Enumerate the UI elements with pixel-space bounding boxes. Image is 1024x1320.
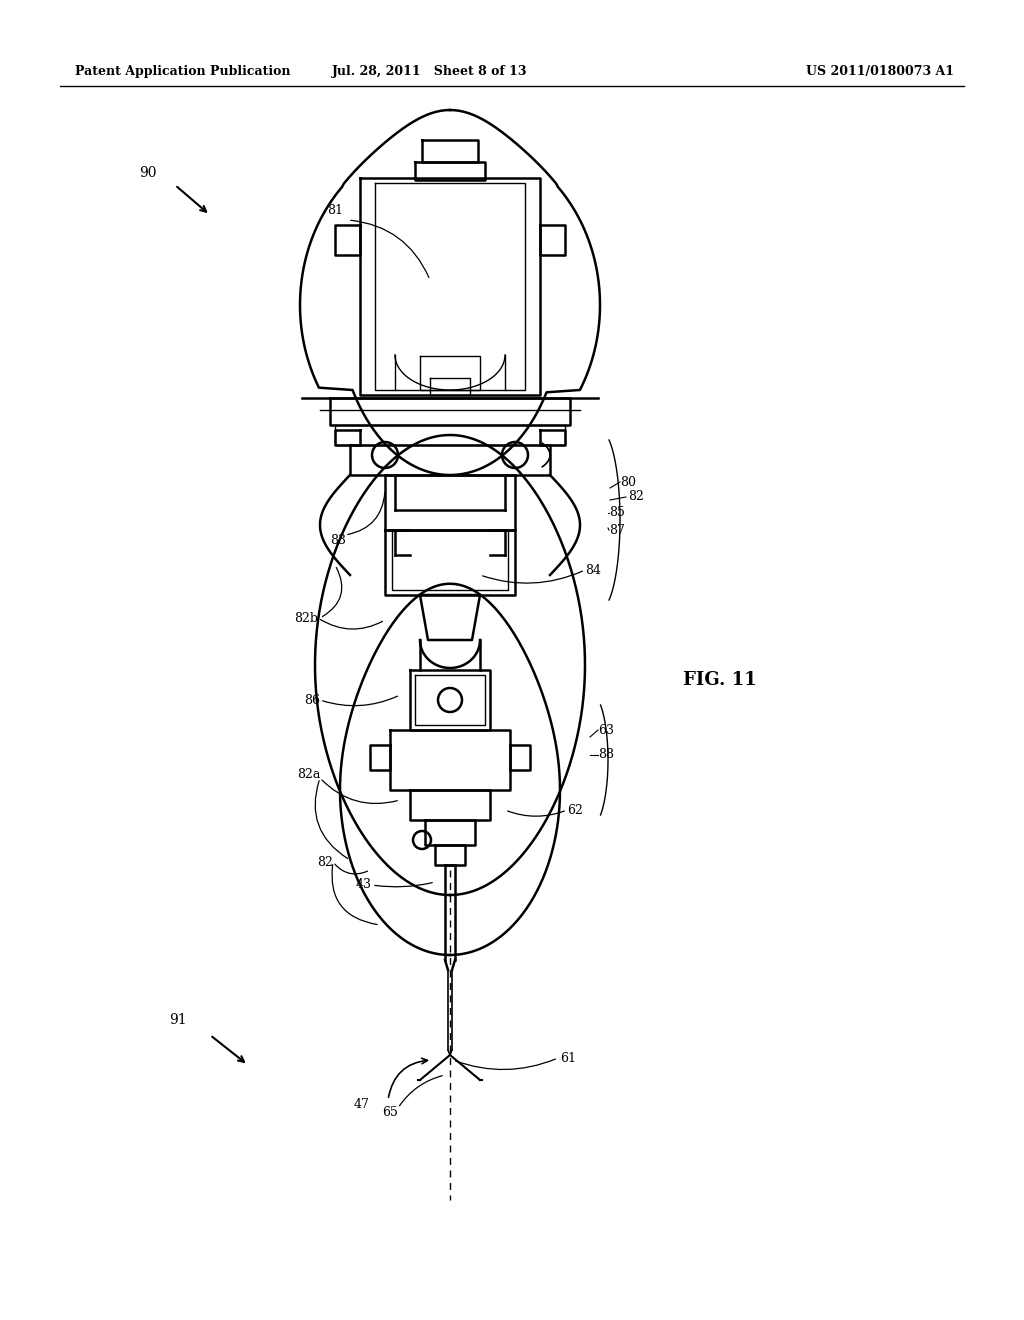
Text: 85: 85 (609, 507, 625, 520)
Text: 88: 88 (598, 748, 614, 762)
Text: US 2011/0180073 A1: US 2011/0180073 A1 (806, 66, 954, 78)
Text: Patent Application Publication: Patent Application Publication (75, 66, 291, 78)
Text: 47: 47 (354, 1098, 370, 1111)
Text: 63: 63 (598, 723, 614, 737)
Text: 82b: 82b (294, 611, 318, 624)
Text: 82: 82 (317, 855, 333, 869)
Text: 43: 43 (356, 879, 372, 891)
Text: FIG. 11: FIG. 11 (683, 671, 757, 689)
Text: 91: 91 (169, 1012, 186, 1027)
Text: 86: 86 (304, 693, 319, 706)
Text: 84: 84 (585, 564, 601, 577)
Text: 87: 87 (609, 524, 625, 536)
Text: 81: 81 (327, 203, 343, 216)
Text: 62: 62 (567, 804, 583, 817)
Text: 83: 83 (330, 533, 346, 546)
Text: 65: 65 (382, 1106, 398, 1118)
Text: 82: 82 (628, 491, 644, 503)
Text: 90: 90 (139, 166, 157, 180)
Text: 80: 80 (620, 475, 636, 488)
Text: 82a: 82a (297, 768, 319, 781)
Text: Jul. 28, 2011   Sheet 8 of 13: Jul. 28, 2011 Sheet 8 of 13 (332, 66, 527, 78)
Text: 61: 61 (560, 1052, 575, 1064)
